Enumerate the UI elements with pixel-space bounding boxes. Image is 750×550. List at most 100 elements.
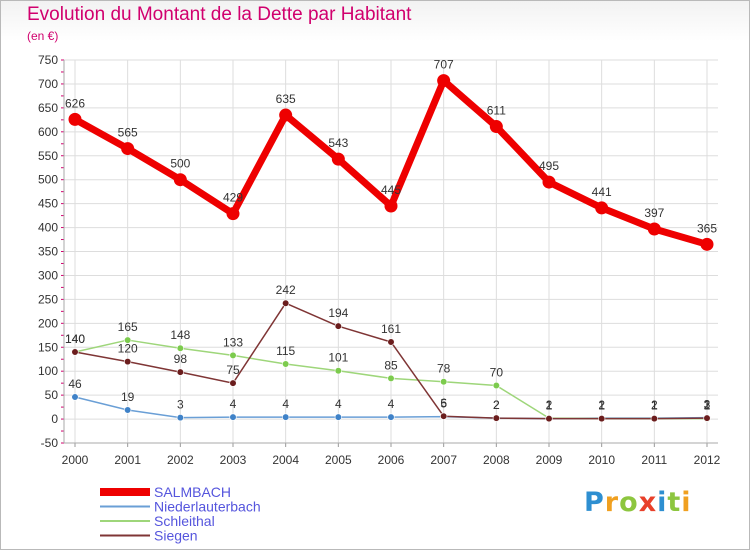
data-label-siegen: 1 [546, 399, 553, 413]
data-point-salmbach [542, 175, 556, 189]
data-point-siegen [282, 299, 290, 307]
data-point-siegen [176, 368, 184, 376]
data-point-siegen [229, 379, 237, 387]
x-tick-label: 2000 [62, 453, 89, 467]
data-label-schleithal: 115 [276, 344, 295, 358]
data-point-salmbach [437, 74, 451, 88]
data-label-salmbach: 495 [539, 159, 559, 173]
data-label-salmbach: 397 [644, 206, 664, 220]
data-label-niederlauterbach: 19 [121, 390, 135, 404]
legend-label-niederlauterbach: Niederlauterbach [154, 499, 261, 515]
data-label-schleithal: 78 [437, 362, 451, 376]
chart-title: Evolution du Montant de la Dette par Hab… [27, 4, 412, 25]
y-tick-label: 600 [38, 125, 58, 139]
x-tick-label: 2003 [220, 453, 247, 467]
x-tick-label: 2010 [588, 453, 615, 467]
data-label-salmbach: 707 [434, 58, 454, 72]
data-label-siegen: 242 [276, 283, 296, 297]
data-label-niederlauterbach: 2 [651, 398, 658, 412]
x-tick-label: 2011 [641, 453, 667, 467]
data-label-siegen: 161 [381, 322, 401, 336]
y-tick-label: 50 [45, 388, 59, 402]
data-point-salmbach [331, 152, 345, 166]
y-tick-label: 750 [38, 53, 58, 67]
data-label-siegen: 1 [598, 399, 605, 413]
data-point-schleithal [387, 374, 395, 382]
data-label-salmbach: 445 [381, 183, 401, 197]
y-tick-label: 150 [38, 340, 58, 354]
y-tick-label: 650 [38, 101, 58, 115]
legend-label-salmbach: SALMBACH [154, 484, 231, 500]
data-label-salmbach: 611 [487, 104, 506, 118]
data-label-siegen: 6 [440, 396, 447, 410]
data-point-siegen [545, 414, 553, 423]
data-label-niederlauterbach: 46 [68, 377, 82, 391]
x-tick-label: 2007 [430, 453, 457, 467]
data-label-salmbach: 565 [118, 126, 138, 140]
data-label-niederlauterbach: 5 [440, 397, 447, 411]
data-label-niederlauterbach: 2 [493, 398, 500, 412]
data-label-salmbach: 441 [592, 185, 612, 199]
logo-letter: i [657, 487, 668, 518]
data-point-siegen [387, 338, 395, 346]
y-tick-label: 550 [38, 149, 58, 163]
data-point-siegen [71, 348, 79, 356]
data-point-salmbach [121, 142, 135, 156]
x-tick-label: 2012 [694, 453, 721, 467]
data-label-siegen: 120 [118, 342, 138, 356]
y-tick-label: 100 [38, 364, 58, 378]
chart-unit: (en €) [27, 29, 59, 43]
x-tick-label: 2006 [378, 453, 405, 467]
data-label-salmbach: 500 [170, 157, 190, 171]
data-point-schleithal [176, 344, 184, 352]
data-point-niederlauterbach [282, 413, 290, 421]
data-label-niederlauterbach: 4 [388, 397, 395, 411]
data-point-siegen [440, 412, 448, 420]
data-point-siegen [492, 414, 500, 422]
y-tick-label: 0 [51, 412, 58, 426]
data-label-salmbach: 635 [276, 92, 296, 106]
logo-letter: x [638, 487, 658, 518]
y-tick-label: 450 [38, 197, 58, 211]
data-label-siegen: 140 [65, 332, 85, 346]
data-label-schleithal: 148 [170, 328, 190, 342]
y-tick-label: 700 [38, 77, 58, 91]
x-tick-label: 2001 [114, 453, 141, 467]
data-point-niederlauterbach [124, 406, 132, 414]
data-point-salmbach [226, 207, 240, 221]
legend-label-schleithal: Schleithal [154, 513, 215, 529]
x-tick-label: 2005 [325, 453, 352, 467]
data-point-siegen [703, 414, 711, 422]
data-point-siegen [334, 322, 342, 330]
data-point-niederlauterbach [71, 393, 79, 401]
data-label-niederlauterbach: 4 [230, 397, 237, 411]
y-tick-label: 300 [38, 268, 58, 282]
data-point-schleithal [334, 367, 342, 375]
data-label-schleithal: 2 [546, 398, 553, 412]
data-point-niederlauterbach [334, 413, 342, 421]
data-label-siegen: 75 [226, 363, 240, 377]
data-point-siegen [598, 414, 606, 423]
data-point-schleithal [440, 378, 448, 386]
data-point-schleithal [282, 360, 290, 368]
data-point-niederlauterbach [229, 413, 237, 421]
data-label-niederlauterbach: 1 [546, 399, 553, 413]
data-label-niederlauterbach: 3 [177, 398, 184, 412]
data-label-niederlauterbach: 4 [282, 397, 289, 411]
y-tick-label: -50 [41, 436, 59, 450]
data-point-salmbach [68, 112, 82, 126]
data-point-salmbach [647, 222, 661, 236]
data-label-schleithal: 70 [490, 366, 504, 380]
legend-label-siegen: Siegen [154, 528, 198, 544]
logo-letter: i [681, 487, 692, 518]
data-label-siegen: 98 [174, 352, 188, 366]
data-label-siegen: 2 [704, 398, 711, 412]
x-tick-label: 2002 [167, 453, 194, 467]
data-point-salmbach [595, 201, 609, 215]
data-label-schleithal: 1 [704, 399, 711, 413]
data-point-schleithal [492, 381, 500, 390]
data-label-salmbach: 626 [65, 96, 85, 110]
data-label-schleithal: 165 [118, 320, 138, 334]
data-point-siegen [124, 358, 132, 366]
data-point-salmbach [173, 173, 187, 187]
